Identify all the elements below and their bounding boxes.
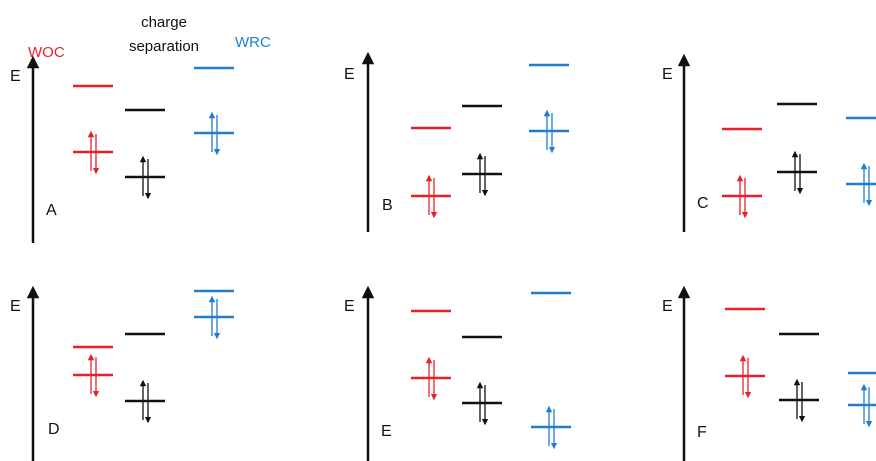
panel-d: E D	[10, 285, 234, 461]
panel-label: E	[381, 423, 392, 440]
panel-c: E C	[662, 53, 876, 232]
energy-axis-label: E	[662, 298, 673, 315]
energy-axis-label: E	[344, 66, 355, 83]
energy-axis-label: E	[662, 66, 673, 83]
panel-label: D	[48, 421, 60, 438]
panel-label: A	[46, 202, 57, 219]
legend-woc: WOC	[28, 44, 65, 61]
panel-label: C	[697, 195, 709, 212]
energy-axis-label: E	[10, 68, 21, 85]
energy-axis-label: E	[10, 298, 21, 315]
legend-charge-separation-line2: separation	[129, 38, 199, 55]
legend-charge-separation-line1: charge	[141, 14, 187, 31]
panel-b: E B	[344, 51, 569, 232]
panel-label: F	[697, 424, 707, 441]
energy-axis-label: E	[344, 298, 355, 315]
panel-f: E F	[662, 285, 876, 461]
panel-label: B	[382, 197, 393, 214]
legend-wrc: WRC	[235, 34, 271, 51]
panel-e: E E	[344, 285, 571, 461]
panel-a: E A	[10, 55, 234, 243]
